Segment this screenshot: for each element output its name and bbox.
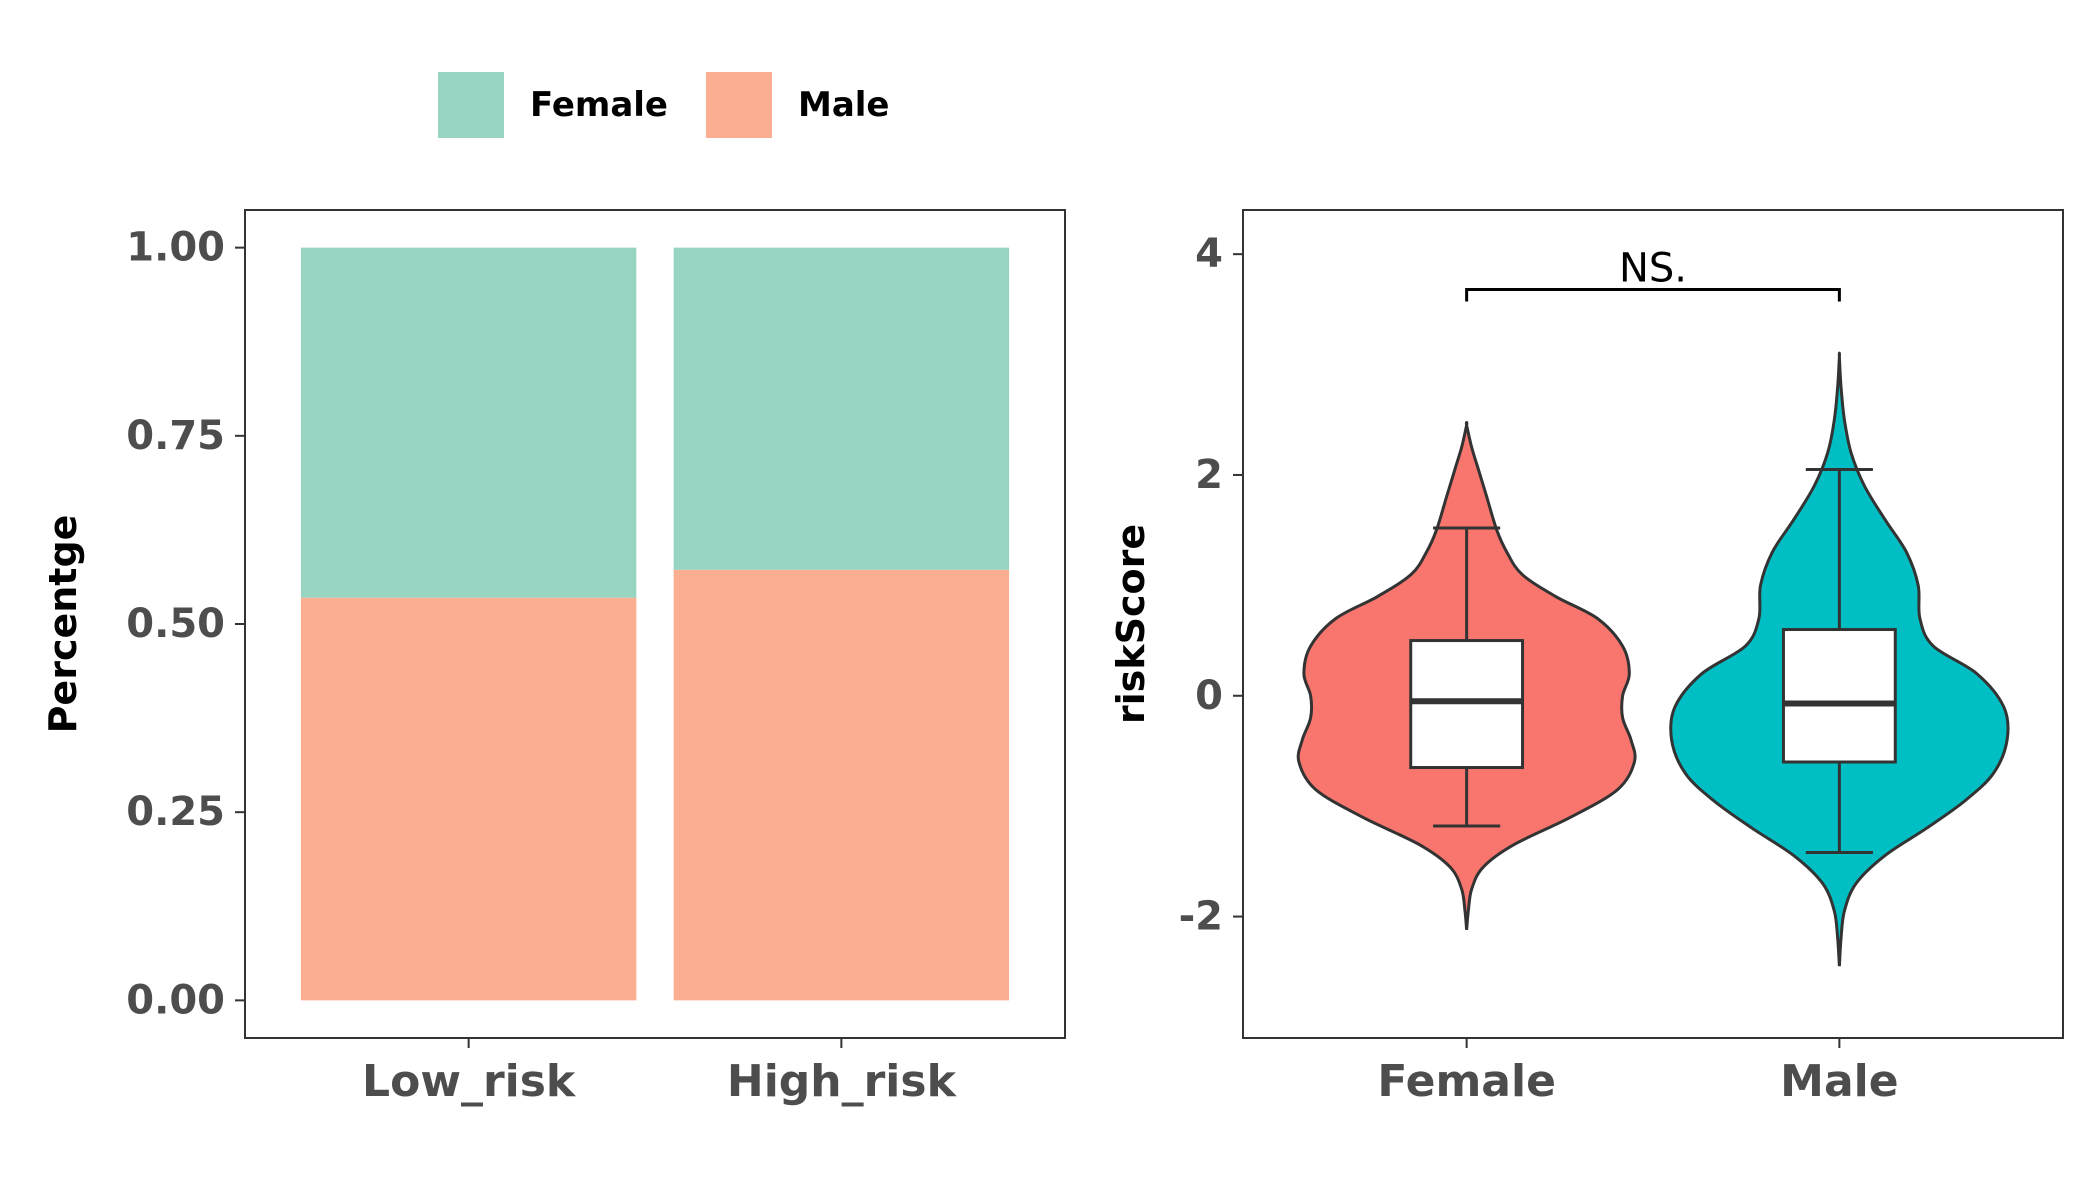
legend-swatch-male [706, 72, 772, 138]
violin-x-ticks: Female Male [1377, 1038, 1899, 1107]
bar-high-risk-male [673, 569, 1010, 1001]
significance-bracket-line [1465, 287, 1841, 302]
bar-low-risk-female [300, 247, 637, 598]
legend-label-female: Female [530, 85, 668, 125]
bar-y-tick-label: 0.25 [126, 789, 225, 835]
bar-x-ticks: Low_risk High_risk [362, 1038, 958, 1107]
bar-y-tick-label: 0.75 [126, 413, 225, 459]
bar-y-tick-label: 1.00 [126, 225, 225, 271]
violin-marks [1296, 351, 2010, 967]
bar-high-risk-female [673, 247, 1010, 570]
bar-y-tick-label: 0.00 [126, 977, 225, 1023]
box-male [1781, 628, 1897, 764]
violin-y-tick-label: -2 [1179, 894, 1223, 940]
bar-y-ticks: 0.00 0.25 0.50 0.75 1.00 [126, 225, 245, 1023]
violin-panel: -2 0 2 4 Female Male NS. riskScore [1109, 209, 2064, 1107]
bar-y-tick-label: 0.50 [126, 601, 225, 647]
violin-y-tick-label: 0 [1195, 673, 1223, 719]
bar-marks [300, 247, 1010, 1001]
bar-panel: 0.00 0.25 0.50 0.75 1.00 Low_risk High_risk P… [41, 209, 1066, 1107]
violin-y-ticks: -2 0 2 4 [1179, 231, 1243, 940]
legend: Female Male [438, 72, 890, 138]
violin-y-tick-label: 4 [1195, 231, 1223, 277]
violin-panel-border [1242, 209, 2064, 1039]
bar-x-tick-label: High_risk [727, 1056, 958, 1107]
bar-x-tick-label: Low_risk [362, 1056, 577, 1107]
bar-y-axis-title: Percentge [41, 515, 85, 734]
violin-y-tick-label: 2 [1195, 452, 1223, 498]
legend-swatch-female [438, 72, 504, 138]
violin-x-tick-label: Female [1377, 1056, 1556, 1107]
legend-label-male: Male [798, 85, 890, 125]
bar-low-risk-male [300, 597, 637, 1001]
violin-y-axis-title: riskScore [1109, 524, 1153, 724]
violin-x-tick-label: Male [1780, 1056, 1898, 1107]
significance-label: NS. [1619, 245, 1687, 291]
significance-bracket: NS. [1465, 245, 1841, 302]
